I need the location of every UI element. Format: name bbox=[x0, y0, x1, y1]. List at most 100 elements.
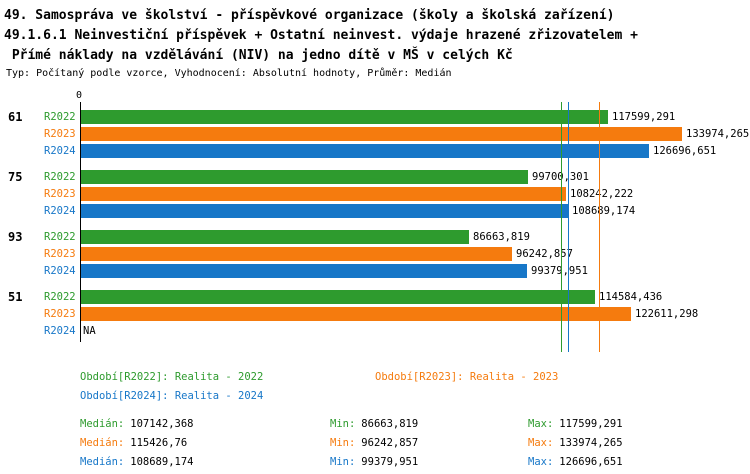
legend-item-r2024: Období[R2024]: Realita - 2024 bbox=[80, 390, 264, 402]
bar-row: 93 R2022 86663,819 bbox=[0, 228, 750, 245]
bar-row: R2023 108242,222 bbox=[0, 185, 750, 202]
report-header: 49. Samospráva ve školství - příspěvkové… bbox=[0, 0, 750, 82]
legend-item-r2023: Období[R2023]: Realita - 2023 bbox=[375, 371, 559, 383]
bar-value-label: 117599,291 bbox=[612, 110, 676, 123]
median-value: 107142,368 bbox=[130, 418, 194, 430]
bar-area: 122611,298 bbox=[80, 306, 750, 321]
bar-value-label: 96242,857 bbox=[516, 247, 573, 260]
group-label: 75 bbox=[8, 169, 23, 184]
series-label: R2024 bbox=[44, 264, 76, 277]
report-subtitle: Typ: Počítaný podle vzorce, Vyhodnocení:… bbox=[6, 68, 452, 79]
median-value: 115426,76 bbox=[130, 437, 188, 449]
min-stat: Min: 96242,857 bbox=[330, 434, 528, 453]
bar-r2022-group-93 bbox=[80, 229, 469, 244]
group-label: 61 bbox=[8, 109, 23, 124]
bar-rows: 61 R2022 117599,291 R2023 133974,265 R2024 126… bbox=[0, 90, 750, 339]
bar-r2022-group-61 bbox=[80, 109, 608, 124]
median-stat: Medián: 108689,174 bbox=[80, 453, 330, 472]
bar-r2023-group-61 bbox=[80, 126, 682, 141]
report-title-line-1: 49. Samospráva ve školství - příspěvkové… bbox=[4, 8, 615, 23]
bar-area: 114584,436 bbox=[80, 289, 750, 304]
bar-area: 99379,951 bbox=[80, 263, 750, 278]
bar-r2024-group-61 bbox=[80, 143, 649, 158]
bar-row: R2024 108689,174 bbox=[0, 202, 750, 219]
bar-row: R2024 99379,951 bbox=[0, 262, 750, 279]
group-label: 51 bbox=[8, 289, 23, 304]
bar-value-label: 108242,222 bbox=[570, 187, 634, 200]
max-label: Max: bbox=[528, 437, 554, 449]
bar-r2023-group-75 bbox=[80, 186, 566, 201]
bar-area: 117599,291 bbox=[80, 109, 750, 124]
stat-row-r2022: Medián: 107142,368 Min: 86663,819 Max: 117599… bbox=[80, 415, 750, 434]
bar-r2023-group-93 bbox=[80, 246, 512, 261]
median-label: Medián: bbox=[80, 418, 125, 430]
series-label: R2023 bbox=[44, 307, 76, 320]
median-stat: Medián: 107142,368 bbox=[80, 415, 330, 434]
bar-r2022-group-51 bbox=[80, 289, 595, 304]
max-value: 126696,651 bbox=[559, 456, 623, 468]
series-label: R2024 bbox=[44, 144, 76, 157]
group-label: 93 bbox=[8, 229, 23, 244]
bar-row: R2023 133974,265 bbox=[0, 125, 750, 142]
max-value: 133974,265 bbox=[559, 437, 623, 449]
stat-row-r2024: Medián: 108689,174 Min: 99379,951 Max: 126696… bbox=[80, 453, 750, 472]
bar-row: R2023 96242,857 bbox=[0, 245, 750, 262]
bar-r2022-group-75 bbox=[80, 169, 528, 184]
bar-area: NA bbox=[80, 324, 750, 338]
bar-row: R2023 122611,298 bbox=[0, 305, 750, 322]
bar-row: 51 R2022 114584,436 bbox=[0, 288, 750, 305]
median-line-r2022 bbox=[561, 102, 562, 352]
bar-value-label: 108689,174 bbox=[572, 204, 636, 217]
bar-area: 108689,174 bbox=[80, 203, 750, 218]
bar-row: 61 R2022 117599,291 bbox=[0, 108, 750, 125]
max-stat: Max: 117599,291 bbox=[528, 415, 750, 434]
max-label: Max: bbox=[528, 456, 554, 468]
min-stat: Min: 86663,819 bbox=[330, 415, 528, 434]
min-label: Min: bbox=[330, 437, 356, 449]
report-title-line-2: 49.1.6.1 Neinvestiční příspěvek + Ostatn… bbox=[4, 28, 638, 43]
median-label: Medián: bbox=[80, 437, 125, 449]
series-label: R2024 bbox=[44, 204, 76, 217]
bar-area: 86663,819 bbox=[80, 229, 750, 244]
min-value: 96242,857 bbox=[361, 437, 419, 449]
series-label: R2023 bbox=[44, 247, 76, 260]
na-label: NA bbox=[83, 324, 96, 337]
median-value: 108689,174 bbox=[130, 456, 194, 468]
bar-r2024-group-93 bbox=[80, 263, 527, 278]
bar-row: 75 R2022 99700,301 bbox=[0, 168, 750, 185]
median-line-r2023 bbox=[599, 102, 600, 352]
bar-value-label: 114584,436 bbox=[599, 290, 663, 303]
bar-area: 133974,265 bbox=[80, 126, 750, 141]
max-stat: Max: 133974,265 bbox=[528, 434, 750, 453]
bar-r2024-group-75 bbox=[80, 203, 568, 218]
bar-row: R2024 126696,651 bbox=[0, 142, 750, 159]
axis-origin-label: 0 bbox=[76, 90, 83, 101]
median-label: Medián: bbox=[80, 456, 125, 468]
chart-legend: Období[R2022]: Realita - 2022 Období[R202… bbox=[80, 370, 750, 403]
bar-value-label: 126696,651 bbox=[653, 144, 717, 157]
bar-area: 99700,301 bbox=[80, 169, 750, 184]
bar-value-label: 99379,951 bbox=[531, 264, 588, 277]
series-label: R2023 bbox=[44, 187, 76, 200]
chart-stats: Medián: 107142,368 Min: 86663,819 Max: 117599… bbox=[80, 415, 750, 472]
legend-item-r2022: Období[R2022]: Realita - 2022 bbox=[80, 371, 264, 383]
min-label: Min: bbox=[330, 456, 356, 468]
min-label: Min: bbox=[330, 418, 356, 430]
series-label: R2023 bbox=[44, 127, 76, 140]
max-stat: Max: 126696,651 bbox=[528, 453, 750, 472]
bar-chart: 0 61 R2022 117599,291 R2023 133974,265 R2024 1… bbox=[0, 90, 750, 360]
bar-row: R2024 NA bbox=[0, 322, 750, 339]
bar-value-label: 99700,301 bbox=[532, 170, 589, 184]
bar-value-label: 133974,265 bbox=[686, 127, 750, 140]
series-label: R2022 bbox=[44, 110, 76, 123]
series-label: R2022 bbox=[44, 170, 76, 183]
series-label: R2024 bbox=[44, 324, 76, 337]
report-title-line-3: Přímé náklady na vzdělávání (NIV) na jed… bbox=[4, 48, 513, 63]
max-value: 117599,291 bbox=[559, 418, 623, 430]
min-value: 86663,819 bbox=[361, 418, 419, 430]
bar-area: 126696,651 bbox=[80, 143, 750, 158]
series-label: R2022 bbox=[44, 230, 76, 243]
bar-area: 96242,857 bbox=[80, 246, 750, 261]
bar-area: 108242,222 bbox=[80, 186, 750, 201]
